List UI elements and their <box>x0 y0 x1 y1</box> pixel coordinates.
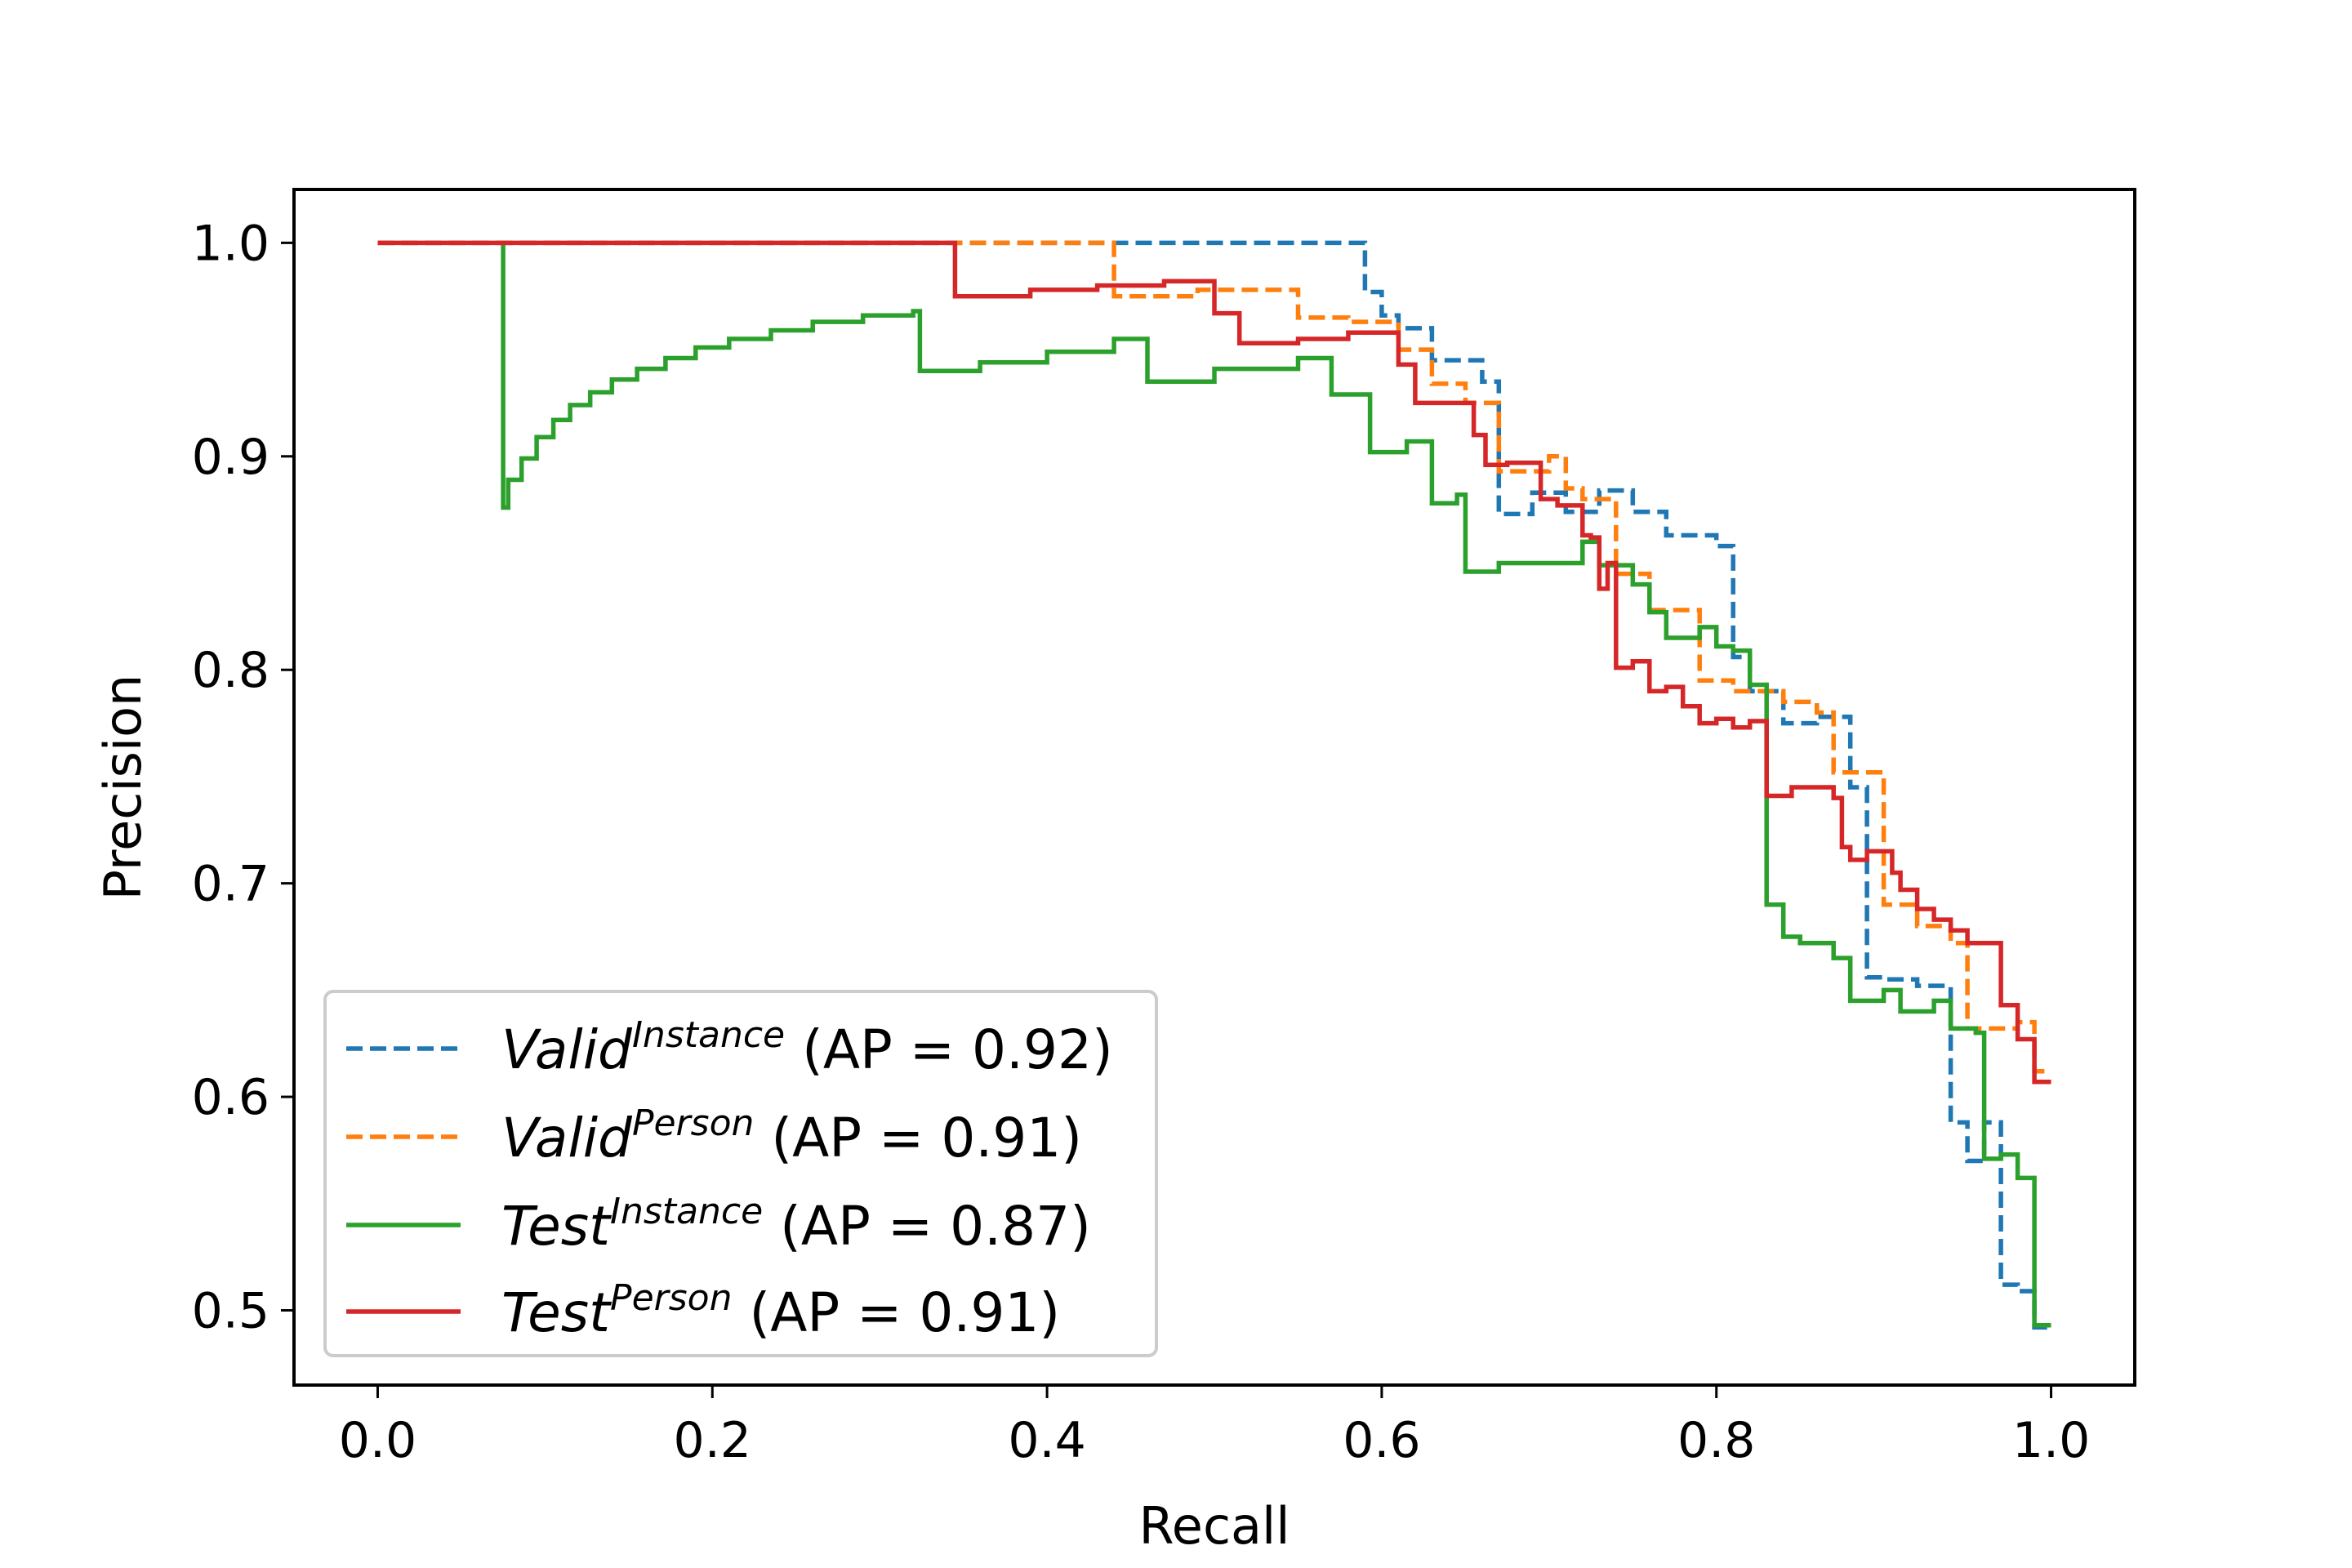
y-tick-label: 1.0 <box>192 215 270 272</box>
x-tick-label: 0.6 <box>1343 1412 1420 1469</box>
series-line-3 <box>501 243 2051 1328</box>
legend-series-ap: (AP = 0.91) <box>754 1107 1082 1169</box>
legend-entry: ValidPerson (AP = 0.91) <box>501 1102 1082 1169</box>
y-tick-label: 0.9 <box>192 429 270 486</box>
x-axis: 0.0 0.2 0.4 0.6 0.8 1.0 <box>339 1385 2090 1469</box>
legend-series-superscript: Instance <box>610 1191 763 1232</box>
legend-entry: TestInstance (AP = 0.87) <box>501 1191 1091 1258</box>
legend-series-superscript: Person <box>610 1277 732 1319</box>
y-tick-label: 0.6 <box>192 1069 270 1126</box>
x-tick-label: 1.0 <box>2012 1412 2090 1469</box>
plot-frame <box>292 188 2136 1387</box>
legend: ValidInstance (AP = 0.92)ValidPerson (AP… <box>323 990 1158 1357</box>
x-axis-label: Recall <box>1139 1496 1290 1556</box>
legend-series-ap: (AP = 0.87) <box>763 1195 1091 1258</box>
legend-series-superscript: Instance <box>632 1014 785 1056</box>
legend-entry: TestPerson (AP = 0.91) <box>501 1277 1060 1344</box>
x-tick-label: 0.0 <box>339 1412 416 1469</box>
y-tick-label: 0.5 <box>192 1283 270 1340</box>
legend-series-ap: (AP = 0.92) <box>785 1018 1113 1081</box>
legend-series-name: Test <box>501 1195 612 1258</box>
x-tick-label: 0.4 <box>1008 1412 1085 1469</box>
y-tick-label: 0.8 <box>192 642 270 699</box>
legend-series-name: Valid <box>501 1018 633 1081</box>
x-tick-label: 0.2 <box>674 1412 751 1469</box>
series-layer <box>377 240 2051 1330</box>
x-tick-label: 0.8 <box>1677 1412 1755 1469</box>
y-axis-label: Precision <box>93 675 153 901</box>
series-line-4 <box>377 240 2051 1085</box>
y-tick-label: 0.7 <box>192 856 270 913</box>
legend-series-ap: (AP = 0.91) <box>732 1281 1060 1344</box>
y-axis: 0.5 0.6 0.7 0.8 0.9 1.0 <box>192 215 294 1340</box>
legend-series-name: Valid <box>501 1107 633 1169</box>
legend-series-name: Test <box>501 1281 612 1344</box>
legend-box <box>323 990 1158 1357</box>
legend-entry: ValidInstance (AP = 0.92) <box>501 1014 1113 1081</box>
series-line-2 <box>377 240 2051 1074</box>
series-line-1 <box>377 240 2051 1330</box>
legend-series-superscript: Person <box>632 1102 754 1144</box>
